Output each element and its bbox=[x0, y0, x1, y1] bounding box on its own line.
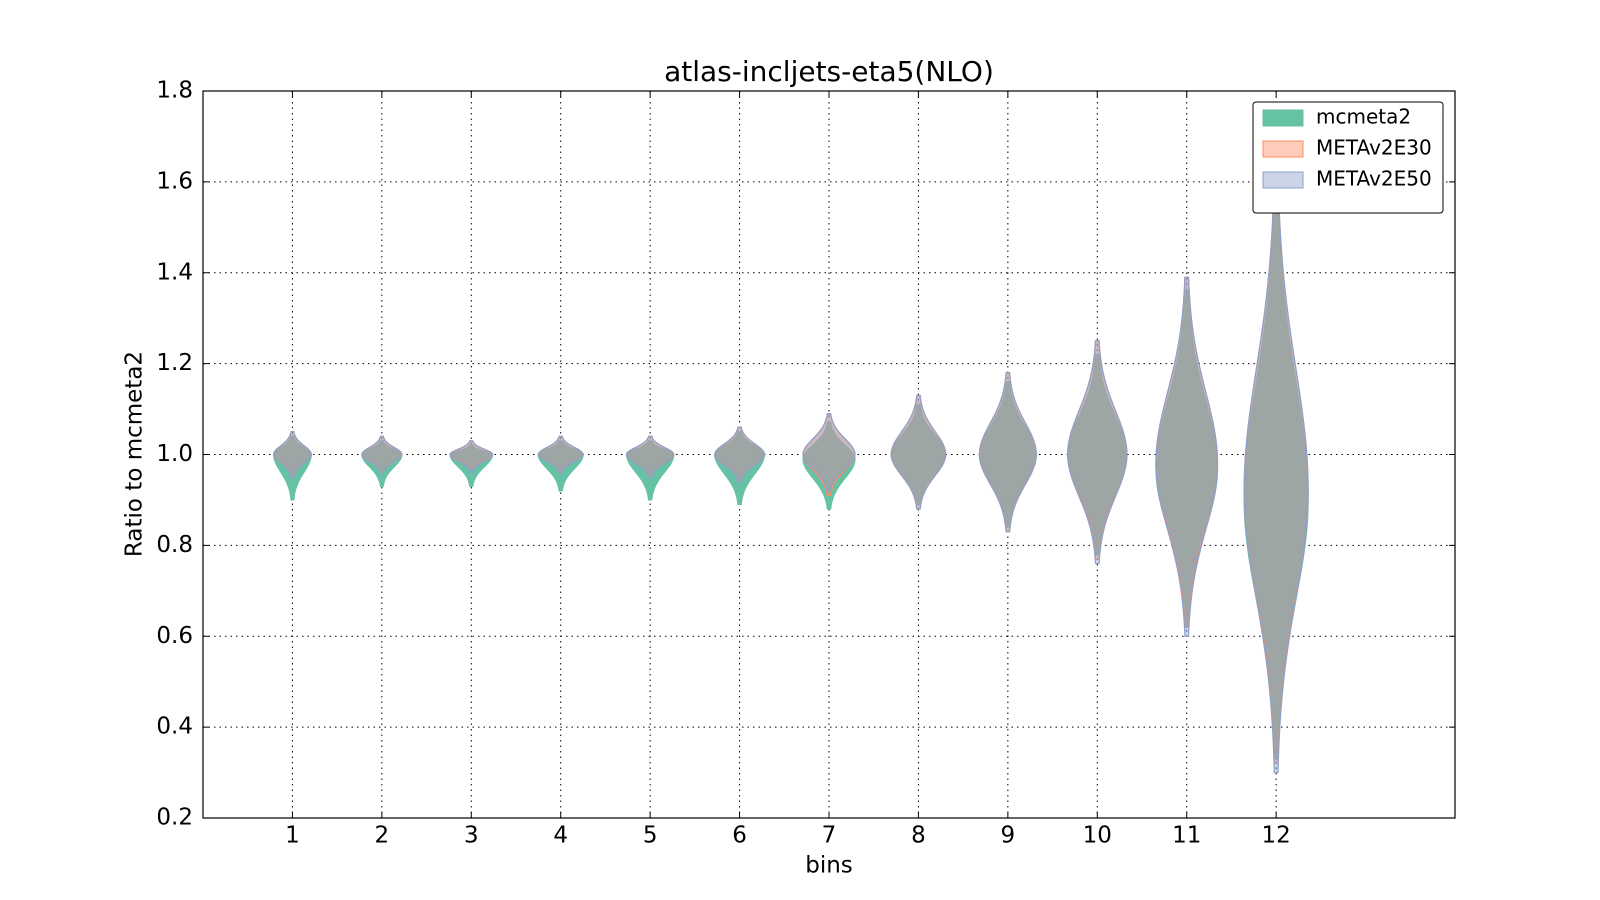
legend-label: mcmeta2 bbox=[1316, 105, 1411, 129]
y-tick-label: 0.4 bbox=[156, 714, 193, 740]
x-tick-label: 2 bbox=[375, 823, 390, 849]
violin bbox=[273, 431, 312, 478]
y-tick-label: 0.8 bbox=[156, 532, 193, 558]
x-tick-label: 12 bbox=[1262, 823, 1291, 849]
y-tick-label: 1.2 bbox=[156, 350, 193, 376]
y-tick-label: 0.6 bbox=[156, 623, 193, 649]
x-tick-label: 6 bbox=[732, 823, 747, 849]
violin bbox=[361, 435, 403, 474]
violin bbox=[802, 413, 856, 492]
x-axis-label: bins bbox=[805, 853, 853, 879]
violin bbox=[1067, 340, 1128, 565]
x-tick-label: 1 bbox=[285, 823, 300, 849]
y-axis-label: Ratio to mcmeta2 bbox=[122, 351, 148, 557]
violin bbox=[361, 440, 403, 487]
chart-title: atlas-incljets-eta5(NLO) bbox=[664, 55, 994, 88]
violin bbox=[537, 435, 584, 474]
legend-label: METAv2E50 bbox=[1316, 167, 1432, 191]
x-tick-label: 9 bbox=[1001, 823, 1016, 849]
legend-swatch bbox=[1262, 171, 1304, 189]
violin bbox=[978, 372, 1037, 533]
violin bbox=[625, 440, 675, 501]
violin bbox=[802, 422, 856, 510]
legend: mcmeta2 METAv2E30 METAv2E50 bbox=[1252, 101, 1444, 214]
x-tick-label: 10 bbox=[1083, 823, 1112, 849]
violin bbox=[890, 394, 947, 510]
legend-swatch bbox=[1262, 140, 1304, 158]
legend-frame bbox=[1252, 101, 1444, 214]
y-tick-label: 1.8 bbox=[156, 78, 193, 104]
y-tick-label: 1.0 bbox=[156, 441, 193, 467]
violin bbox=[537, 440, 584, 492]
violin bbox=[978, 381, 1037, 528]
violin bbox=[449, 440, 494, 474]
x-tick-label: 3 bbox=[464, 823, 479, 849]
y-tick-label: 1.4 bbox=[156, 259, 193, 285]
violin bbox=[273, 435, 312, 501]
x-tick-label: 7 bbox=[822, 823, 837, 849]
violin bbox=[714, 426, 765, 483]
x-tick-label: 5 bbox=[643, 823, 658, 849]
y-tick-label: 1.6 bbox=[156, 168, 193, 194]
violin bbox=[714, 431, 765, 506]
plot-frame bbox=[202, 90, 1456, 819]
violin bbox=[449, 444, 494, 487]
legend-swatch bbox=[1262, 109, 1304, 127]
violin bbox=[1155, 276, 1219, 637]
x-tick-label: 11 bbox=[1172, 823, 1201, 849]
violin bbox=[625, 435, 675, 478]
x-tick-label: 8 bbox=[911, 823, 926, 849]
y-tick-label: 0.2 bbox=[156, 805, 193, 831]
violin bbox=[890, 403, 947, 506]
legend-label: METAv2E30 bbox=[1316, 136, 1432, 160]
x-tick-label: 4 bbox=[553, 823, 568, 849]
